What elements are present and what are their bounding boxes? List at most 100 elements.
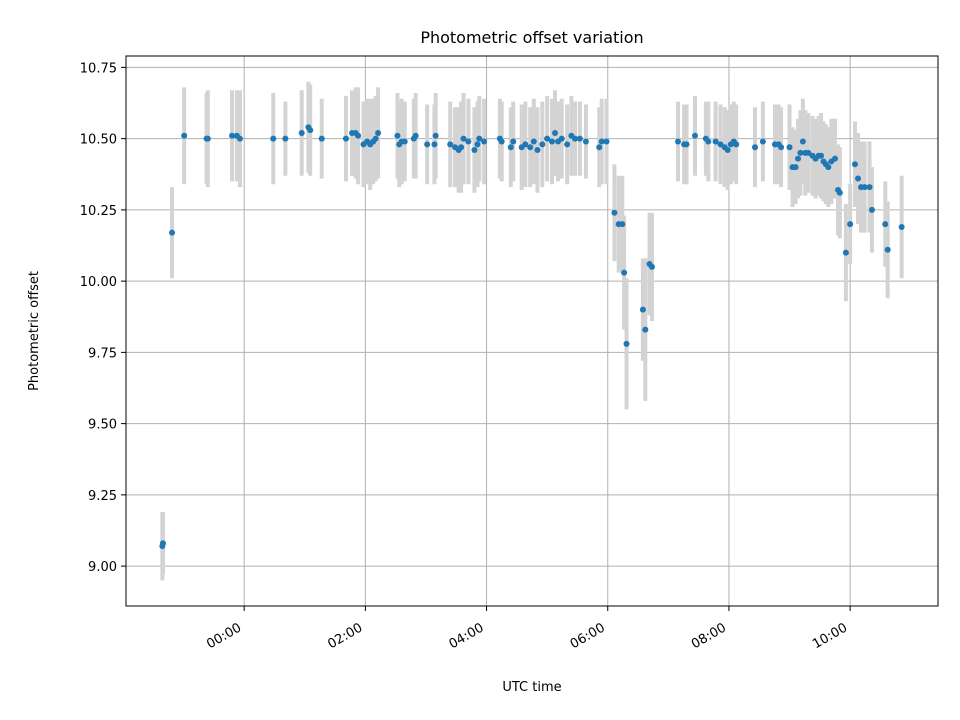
data-point bbox=[342, 135, 349, 142]
data-point bbox=[692, 132, 699, 139]
data-point bbox=[799, 138, 806, 145]
data-point bbox=[759, 138, 766, 145]
data-point bbox=[847, 221, 854, 228]
data-point bbox=[868, 206, 875, 213]
data-point bbox=[412, 132, 419, 139]
data-point bbox=[576, 135, 583, 142]
data-point bbox=[619, 221, 626, 228]
data-point bbox=[534, 147, 541, 154]
grid bbox=[126, 56, 938, 606]
data-point bbox=[539, 141, 546, 148]
data-point bbox=[298, 129, 305, 136]
data-point bbox=[797, 149, 804, 156]
data-point bbox=[401, 138, 408, 145]
data-point bbox=[786, 144, 793, 151]
data-point bbox=[510, 138, 517, 145]
data-point bbox=[229, 132, 236, 139]
data-point bbox=[507, 144, 514, 151]
data-point bbox=[898, 223, 905, 230]
data-point bbox=[825, 164, 832, 171]
data-point bbox=[603, 138, 610, 145]
data-point bbox=[458, 144, 465, 151]
y-tick-label: 9.50 bbox=[88, 418, 117, 433]
data-point bbox=[307, 127, 314, 134]
data-point bbox=[712, 138, 719, 145]
data-point bbox=[564, 141, 571, 148]
data-point bbox=[778, 144, 785, 151]
data-point bbox=[522, 141, 529, 148]
data-point bbox=[611, 209, 618, 216]
data-point bbox=[424, 141, 431, 148]
y-tick-label: 9.25 bbox=[88, 489, 117, 504]
data-point bbox=[530, 138, 537, 145]
data-point bbox=[544, 135, 551, 142]
data-point bbox=[882, 221, 889, 228]
y-tick-label: 10.75 bbox=[80, 61, 117, 76]
data-point bbox=[431, 141, 438, 148]
data-point bbox=[270, 135, 277, 142]
y-axis-label: Photometric offset bbox=[27, 271, 42, 391]
data-point bbox=[552, 129, 559, 136]
data-point bbox=[805, 149, 812, 156]
data-point bbox=[355, 132, 362, 139]
data-point bbox=[558, 135, 565, 142]
data-point bbox=[236, 135, 243, 142]
data-point bbox=[675, 138, 682, 145]
data-point bbox=[842, 249, 849, 256]
data-point bbox=[465, 138, 472, 145]
data-point bbox=[648, 263, 655, 270]
data-point bbox=[498, 138, 505, 145]
data-point bbox=[855, 175, 862, 182]
data-point bbox=[159, 540, 166, 547]
data-point bbox=[639, 306, 646, 313]
data-point bbox=[527, 144, 534, 151]
data-point bbox=[831, 155, 838, 162]
data-point bbox=[623, 340, 630, 347]
data-point bbox=[866, 184, 873, 191]
data-point bbox=[432, 132, 439, 139]
data-point bbox=[598, 138, 605, 145]
data-point bbox=[181, 132, 188, 139]
data-point bbox=[474, 141, 481, 148]
data-point bbox=[169, 229, 176, 236]
data-point bbox=[460, 135, 467, 142]
y-tick-label: 9.00 bbox=[88, 560, 117, 575]
data-point bbox=[282, 135, 289, 142]
chart-title: Photometric offset variation bbox=[420, 28, 643, 47]
data-point bbox=[548, 138, 555, 145]
y-tick-label: 10.25 bbox=[80, 204, 117, 219]
data-point bbox=[717, 141, 724, 148]
data-point bbox=[836, 189, 843, 196]
data-point bbox=[795, 155, 802, 162]
data-point bbox=[582, 138, 589, 145]
data-point bbox=[733, 141, 740, 148]
x-axis-label: UTC time bbox=[502, 680, 561, 695]
data-point bbox=[481, 138, 488, 145]
data-points bbox=[159, 124, 905, 550]
data-point bbox=[792, 164, 799, 171]
y-tick-label: 9.75 bbox=[88, 346, 117, 361]
data-point bbox=[596, 144, 603, 151]
data-point bbox=[394, 132, 401, 139]
data-point bbox=[851, 161, 858, 168]
data-point bbox=[683, 141, 690, 148]
data-point bbox=[884, 246, 891, 253]
data-point bbox=[318, 135, 325, 142]
data-point bbox=[642, 326, 649, 333]
data-point bbox=[372, 135, 379, 142]
y-tick-label: 10.50 bbox=[80, 133, 117, 148]
data-point bbox=[447, 141, 454, 148]
data-point bbox=[621, 269, 628, 276]
y-axis-ticks: 9.00 9.25 9.50 9.75 10.00 10.25 10.50 10.75 bbox=[80, 61, 126, 575]
data-point bbox=[375, 129, 382, 136]
y-tick-label: 10.00 bbox=[80, 275, 117, 290]
data-point bbox=[861, 184, 868, 191]
data-point bbox=[818, 152, 825, 159]
data-point bbox=[476, 135, 483, 142]
data-point bbox=[751, 144, 758, 151]
data-point bbox=[705, 138, 712, 145]
data-point bbox=[572, 135, 579, 142]
plot-frame bbox=[125, 55, 939, 607]
data-point bbox=[471, 147, 478, 154]
